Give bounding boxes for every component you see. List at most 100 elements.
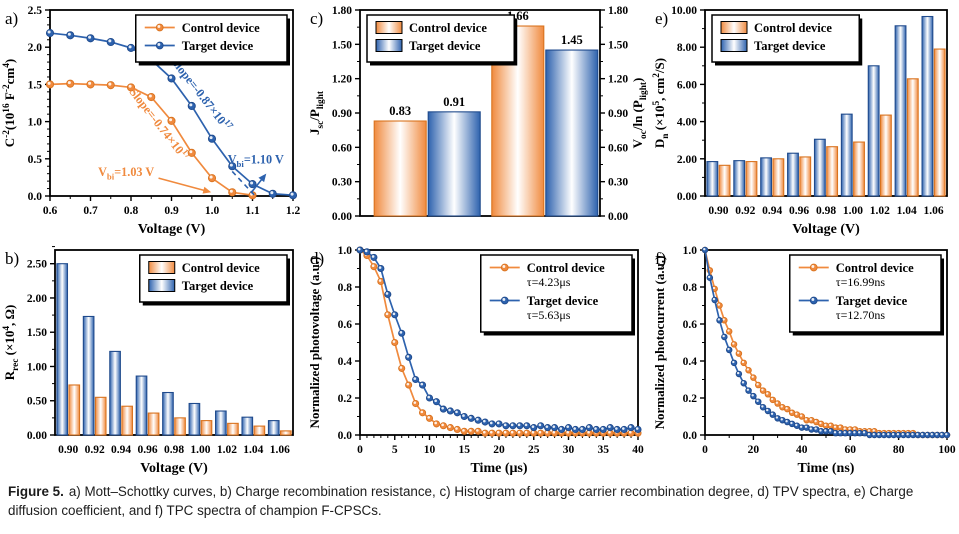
svg-text:Target device: Target device [527,294,599,308]
svg-text:0.4: 0.4 [338,356,353,368]
svg-text:1.04: 1.04 [897,205,917,217]
svg-text:100: 100 [938,444,956,456]
svg-text:Vbi=1.03 V: Vbi=1.03 V [98,165,154,182]
svg-text:1.06: 1.06 [270,444,290,456]
svg-text:0.4: 0.4 [683,356,698,368]
svg-text:0.7: 0.7 [83,205,98,217]
svg-text:Voltage (V): Voltage (V) [140,461,208,476]
svg-text:0.96: 0.96 [137,444,157,456]
svg-text:0.96: 0.96 [789,205,809,217]
svg-text:Jsc/Plight: Jsc/Plight [307,90,326,135]
svg-text:Rrec (×104, Ω): Rrec (×104, Ω) [2,305,21,381]
svg-text:0: 0 [702,444,708,456]
svg-text:b): b) [5,249,19,268]
svg-text:0.94: 0.94 [762,205,782,217]
panel-b-recombination-resistance-chart: 0.00 0.50 1.00 1.50 2.00 2.50 0.90 0.92 0.94 0.96… [0,240,305,479]
svg-text:Voltage (V): Voltage (V) [792,222,860,237]
svg-text:20: 20 [748,444,760,456]
svg-text:2.00: 2.00 [27,293,47,305]
figure-caption: Figure 5. a) Mott–Schottky curves, b) Cha… [8,482,951,521]
svg-text:40: 40 [632,444,644,456]
svg-text:0.0: 0.0 [683,430,698,442]
svg-text:2.0: 2.0 [28,42,43,54]
svg-text:0.90: 0.90 [58,444,78,456]
panel-d-tpv-chart: 0.0 0.2 0.4 0.6 0.8 1.0 0 5 10 15 20 25 30 35 40 Time (… [305,240,650,479]
svg-text:Time (ns): Time (ns) [798,461,855,476]
svg-text:0.30: 0.30 [332,177,352,189]
svg-text:0.60: 0.60 [608,142,628,154]
svg-text:f): f) [655,249,666,268]
svg-text:1.02: 1.02 [870,205,890,217]
svg-text:0.30: 0.30 [608,177,628,189]
panel-row-top: 0.0 0.5 1.0 1.5 2.0 2.5 0.6 0.7 0.8 0.9 1.0 1.1 1.2 V… [0,0,959,240]
svg-text:1.50: 1.50 [27,327,47,339]
svg-text:1.2: 1.2 [286,205,301,217]
svg-text:1.20: 1.20 [608,74,628,86]
svg-text:0.00: 0.00 [332,211,352,223]
svg-text:1.5: 1.5 [28,79,43,91]
svg-text:1.06: 1.06 [923,205,943,217]
svg-text:0.0: 0.0 [338,430,353,442]
svg-text:Control device: Control device [836,261,914,275]
svg-text:Control device: Control device [409,21,487,35]
svg-text:c): c) [310,9,323,28]
svg-text:Target device: Target device [182,39,254,53]
svg-text:0: 0 [357,444,363,456]
svg-text:0.5: 0.5 [28,154,43,166]
svg-text:0.8: 0.8 [338,282,353,294]
svg-text:0.2: 0.2 [683,393,698,405]
svg-text:6.00: 6.00 [677,79,697,91]
svg-text:1.02: 1.02 [217,444,237,456]
svg-text:Vbi=1.10 V: Vbi=1.10 V [228,152,284,169]
svg-text:80: 80 [893,444,905,456]
svg-text:0.8: 0.8 [683,282,698,294]
svg-text:Target device: Target device [409,39,481,53]
svg-text:Time (μs): Time (μs) [470,461,527,476]
svg-text:1.1: 1.1 [245,205,260,217]
figure-caption-label: Figure 5. [8,484,64,499]
svg-text:4.00: 4.00 [677,117,697,129]
svg-text:1.0: 1.0 [205,205,220,217]
svg-text:1.04: 1.04 [243,444,263,456]
svg-text:Control device: Control device [527,261,605,275]
svg-text:τ=5.63μs: τ=5.63μs [527,308,571,322]
svg-text:1.00: 1.00 [27,361,47,373]
svg-text:0.92: 0.92 [85,444,105,456]
svg-text:1.80: 1.80 [332,5,352,17]
svg-text:a): a) [5,9,18,28]
svg-text:Normalized photocurrent (a.u.): Normalized photocurrent (a.u.) [652,256,667,430]
svg-text:0.90: 0.90 [332,108,352,120]
svg-text:15: 15 [459,444,471,456]
svg-text:2.5: 2.5 [28,5,43,17]
svg-text:d): d) [310,249,324,268]
svg-text:Dn (×105, cm2/S): Dn (×105, cm2/S) [652,58,671,148]
svg-text:0.98: 0.98 [164,444,184,456]
svg-text:0.00: 0.00 [677,191,697,203]
svg-text:0.6: 0.6 [43,205,58,217]
svg-text:τ=16.99ns: τ=16.99ns [836,275,886,289]
svg-text:8.00: 8.00 [677,42,697,54]
svg-text:1.00: 1.00 [190,444,210,456]
svg-text:5: 5 [392,444,398,456]
svg-text:0.6: 0.6 [338,319,353,331]
svg-text:0.2: 0.2 [338,393,353,405]
svg-text:1.20: 1.20 [332,74,352,86]
svg-text:0.83: 0.83 [389,104,411,118]
svg-text:1.80: 1.80 [608,5,628,17]
svg-text:0.60: 0.60 [332,142,352,154]
panel-e-diffusion-coefficient-chart: 0.00 2.00 4.00 6.00 8.00 10.00 0.90 0.92 0.94 0.9… [650,0,959,240]
svg-text:30: 30 [563,444,575,456]
svg-text:25: 25 [528,444,540,456]
svg-text:τ=4.23μs: τ=4.23μs [527,275,571,289]
panel-row-bottom: 0.00 0.50 1.00 1.50 2.00 2.50 0.90 0.92 0.94 0.96… [0,240,959,479]
svg-text:0.98: 0.98 [816,205,836,217]
svg-text:Control device: Control device [754,21,832,35]
svg-text:0.91: 0.91 [443,95,465,109]
svg-text:10: 10 [424,444,436,456]
svg-text:1.0: 1.0 [28,117,43,129]
svg-text:0.50: 0.50 [27,396,47,408]
svg-text:0.0: 0.0 [28,191,43,203]
svg-text:40: 40 [796,444,808,456]
svg-text:1.50: 1.50 [608,39,628,51]
